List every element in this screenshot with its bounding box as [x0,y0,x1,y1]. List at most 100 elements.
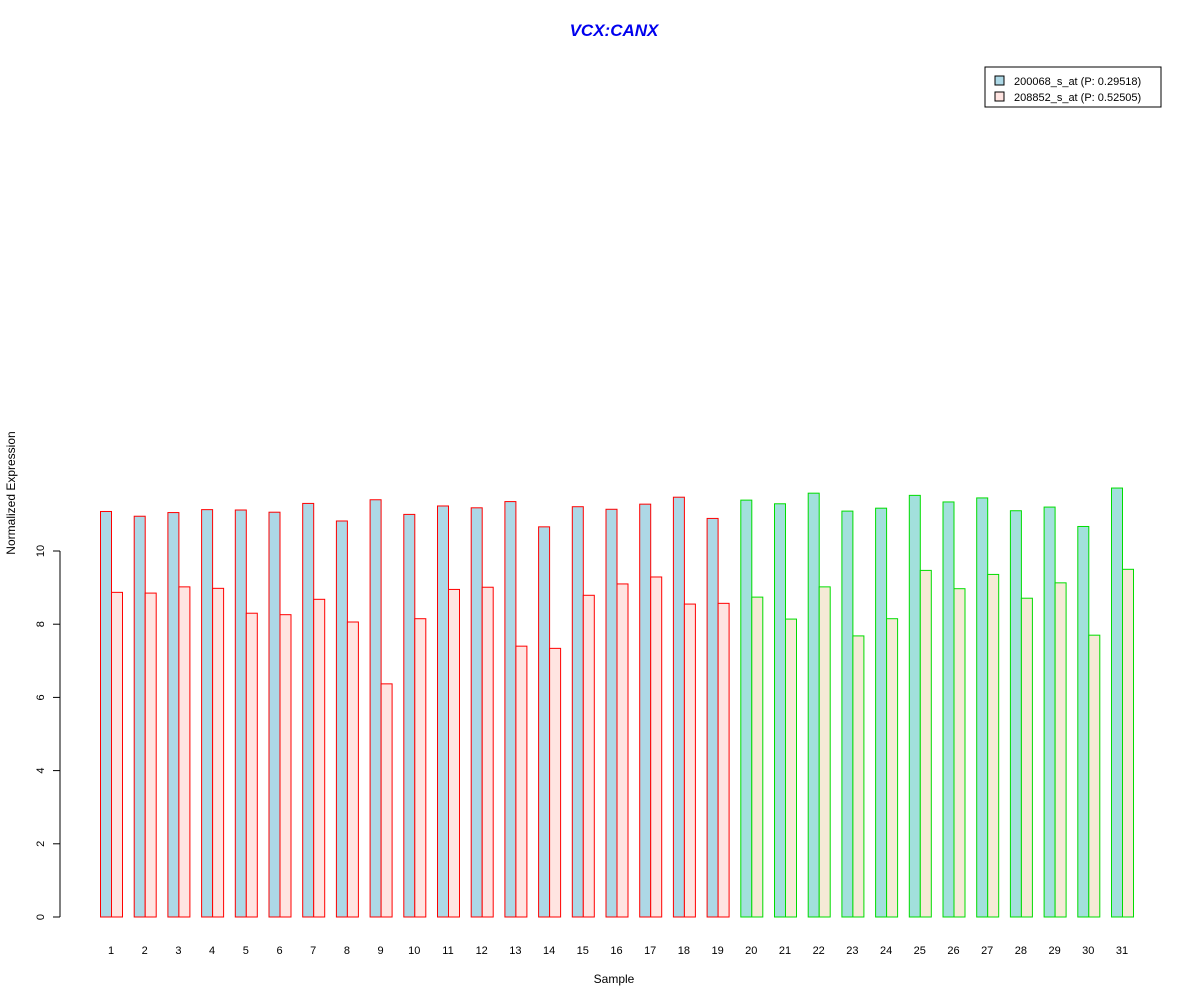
y-tick-label: 8 [35,621,47,627]
bar-sample-19-series-2 [717,602,730,918]
x-tick-label: 30 [1082,945,1094,957]
y-tick-label: 10 [35,545,47,557]
x-tick-label: 7 [310,945,316,957]
bar-sample-3-series-2 [178,586,191,918]
bar-sample-20-series-2 [751,596,764,918]
bar-sample-26-series-1 [942,501,955,918]
legend-box [984,66,1162,108]
bar-sample-1-series-2 [111,591,123,918]
bar-sample-17-series-1 [639,503,652,918]
x-tick-label: 12 [476,945,488,957]
bar-sample-3-series-1 [167,512,180,918]
legend-swatch-series-2 [994,91,1005,102]
legend-label-series-2: 208852_s_at (P: 0.52505) [1014,92,1141,104]
bar-sample-22-series-2 [818,586,831,918]
bar-sample-12-series-1 [470,507,483,918]
bar-sample-7-series-2 [313,598,326,918]
bar-sample-1-series-1 [100,510,112,918]
bar-sample-29-series-1 [1043,506,1056,918]
legend: 200068_s_at (P: 0.29518) 208852_s_at (P:… [984,66,1162,108]
bar-sample-7-series-1 [302,502,315,918]
x-tick-label: 9 [378,945,384,957]
x-tick-label: 3 [175,945,181,957]
bar-sample-25-series-1 [908,494,921,918]
bar-sample-15-series-1 [571,506,584,918]
x-tick-label: 27 [981,945,993,957]
bar-sample-6-series-1 [268,511,281,918]
x-tick-label: 15 [577,945,589,957]
bar-sample-8-series-1 [335,520,348,918]
bar-sample-21-series-2 [785,618,797,918]
bar-sample-2-series-2 [144,592,157,918]
x-tick-label: 5 [243,945,249,957]
bar-sample-28-series-1 [1009,510,1022,918]
x-tick-label: 17 [644,945,656,957]
bar-sample-13-series-1 [504,501,517,918]
x-tick-label: 10 [408,945,420,957]
bar-sample-29-series-2 [1054,582,1067,918]
bar-sample-18-series-1 [672,496,685,918]
bar-sample-21-series-1 [774,503,786,918]
x-tick-label: 20 [745,945,757,957]
legend-label-series-1: 200068_s_at (P: 0.29518) [1014,76,1141,88]
bar-marks [100,487,1134,918]
x-tick-label: 29 [1048,945,1060,957]
bar-sample-30-series-1 [1077,525,1090,918]
bar-sample-2-series-1 [133,515,146,918]
bar-sample-31-series-2 [1122,568,1134,918]
bar-sample-9-series-2 [380,683,393,918]
bar-sample-11-series-1 [437,505,449,918]
y-tick-label: 2 [35,841,47,847]
bar-sample-18-series-2 [683,603,696,918]
y-tick-label: 6 [35,694,47,700]
bar-sample-11-series-2 [448,588,460,918]
x-tick-label: 6 [276,945,282,957]
bar-sample-9-series-1 [369,499,382,918]
x-tick-label: 11 [442,945,453,957]
x-tick-label: 21 [779,945,791,957]
bar-sample-5-series-1 [234,509,247,918]
bar-sample-14-series-1 [538,526,551,918]
x-tick-label: 8 [344,945,350,957]
x-tick-label: 2 [142,945,148,957]
y-axis-label: Normalized Expression [4,431,18,554]
x-tick-label: 14 [543,945,555,957]
bar-sample-23-series-2 [852,635,865,918]
x-tick-label: 31 [1116,945,1128,957]
bar-sample-27-series-1 [976,497,989,918]
bar-sample-28-series-2 [1020,597,1033,918]
bar-sample-5-series-2 [245,612,258,918]
legend-swatch-series-1 [994,75,1005,86]
bar-sample-10-series-2 [414,618,427,918]
bar-sample-15-series-2 [582,594,595,918]
bar-sample-27-series-2 [987,573,1000,918]
bar-sample-14-series-2 [549,647,562,918]
x-tick-label: 4 [209,945,215,957]
x-tick-label: 28 [1015,945,1027,957]
x-tick-label: 24 [880,945,892,957]
x-axis-label: Sample [594,972,635,986]
bar-sample-16-series-1 [605,508,618,918]
bar-sample-25-series-2 [919,569,932,918]
x-tick-label: 16 [610,945,622,957]
x-tick-label: 18 [678,945,690,957]
y-tick-label: 4 [35,768,47,774]
y-axis: 0 2 4 6 8 10 [35,545,61,920]
bar-sample-4-series-2 [212,587,225,918]
bar-sample-17-series-2 [650,576,663,918]
bar-sample-19-series-1 [706,517,719,918]
bar-sample-12-series-2 [481,586,494,918]
bar-sample-31-series-1 [1111,487,1123,918]
bar-sample-6-series-2 [279,614,292,918]
x-tick-label: 13 [509,945,521,957]
bar-sample-13-series-2 [515,645,528,918]
x-tick-label: 19 [711,945,723,957]
x-tick-label: 23 [846,945,858,957]
bar-sample-23-series-1 [841,510,854,918]
y-tick-label: 0 [35,914,47,920]
chart-title: VCX:CANX [570,21,660,40]
bar-sample-26-series-2 [953,588,966,918]
bar-sample-8-series-2 [346,621,359,918]
bar-sample-24-series-2 [886,618,899,918]
